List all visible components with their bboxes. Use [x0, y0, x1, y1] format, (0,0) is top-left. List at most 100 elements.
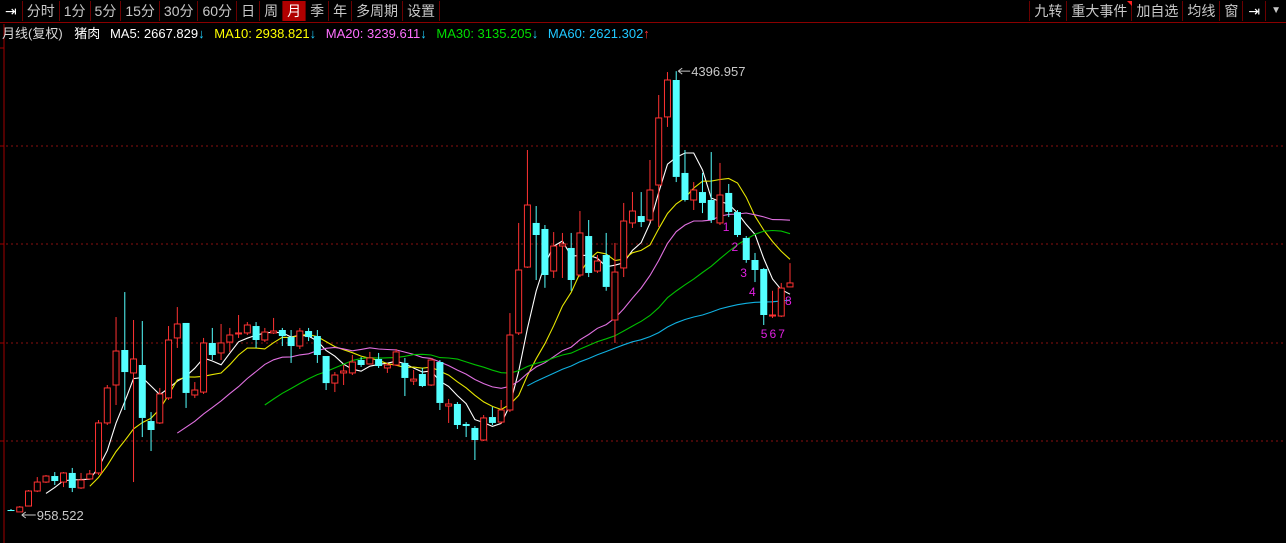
- tab-fenshi[interactable]: 分时: [23, 1, 60, 21]
- candle: [200, 337, 208, 394]
- candle: [287, 330, 295, 363]
- max-price-marker: 4396.957: [677, 64, 745, 79]
- candle-body: [375, 358, 383, 367]
- candle: [33, 477, 41, 493]
- candle-body: [278, 330, 286, 337]
- candle-body: [322, 356, 330, 384]
- collapse-arrow-icon[interactable]: ⇥: [1243, 1, 1267, 21]
- candle: [550, 232, 558, 278]
- candle-body: [261, 331, 269, 341]
- tab-day[interactable]: 日: [237, 1, 261, 21]
- candle-body: [506, 334, 514, 411]
- min-price-marker: 958.522: [21, 508, 84, 523]
- sequence-label: 8: [785, 294, 792, 308]
- candle-body: [558, 243, 566, 247]
- candle-body: [401, 362, 409, 378]
- candle: [567, 232, 575, 291]
- candle-body: [235, 332, 243, 335]
- candle-body: [366, 357, 374, 365]
- moving-average-button[interactable]: 均线: [1183, 1, 1221, 21]
- tab-60min[interactable]: 60分: [198, 1, 238, 21]
- ma20-line: [176, 212, 791, 434]
- candle-body: [471, 427, 479, 440]
- tab-season[interactable]: 季: [306, 1, 330, 21]
- candle-body: [523, 204, 531, 268]
- candle-body: [672, 80, 680, 177]
- candle: [130, 320, 138, 483]
- sequence-label: 2: [731, 240, 738, 254]
- candle-body: [725, 192, 733, 213]
- candle-body: [287, 337, 295, 347]
- tab-year[interactable]: 年: [329, 1, 353, 21]
- candle-body: [515, 269, 523, 334]
- tab-30min[interactable]: 30分: [160, 1, 199, 21]
- candle: [593, 255, 601, 273]
- candle-body: [585, 236, 593, 273]
- candle: [602, 232, 610, 291]
- candle-body: [620, 220, 628, 269]
- candle: [173, 307, 181, 348]
- jiuzhuan-button[interactable]: 九转: [1030, 1, 1068, 21]
- tab-multi-period[interactable]: 多周期: [352, 1, 404, 21]
- candle: [375, 352, 383, 368]
- candle-body: [550, 245, 558, 272]
- tab-week[interactable]: 周: [260, 1, 284, 21]
- major-events-button[interactable]: 重大事件: [1067, 1, 1133, 21]
- settings-button[interactable]: 设置: [403, 1, 441, 21]
- candle-body: [77, 479, 85, 489]
- candle: [462, 422, 470, 438]
- add-watchlist-button[interactable]: 加自选: [1132, 1, 1184, 21]
- candle-body: [567, 247, 575, 280]
- candle-body: [698, 192, 706, 203]
- tab-1min[interactable]: 1分: [60, 1, 91, 21]
- candle: [95, 420, 103, 475]
- candle: [733, 210, 741, 238]
- candle: [655, 95, 663, 228]
- ma10-value: MA10: 2938.821: [214, 26, 310, 41]
- candle-body: [427, 359, 435, 386]
- chevron-down-icon[interactable]: ▼: [1271, 5, 1281, 16]
- candle-body: [51, 476, 59, 482]
- candle-body: [331, 374, 339, 384]
- candle: [681, 150, 689, 202]
- candle: [147, 412, 155, 452]
- candle-body: [68, 472, 76, 488]
- candle: [235, 315, 243, 338]
- candle: [77, 472, 85, 489]
- window-button[interactable]: 窗: [1220, 1, 1244, 21]
- candle-body: [42, 475, 50, 483]
- candle: [471, 426, 479, 460]
- candle: [620, 202, 628, 278]
- candle: [366, 351, 374, 365]
- candle-body: [25, 490, 33, 507]
- candle-body: [270, 330, 278, 334]
- candle-body: [637, 216, 645, 223]
- candle-body: [436, 362, 444, 403]
- candle-body: [313, 336, 321, 355]
- tab-month[interactable]: 月: [283, 1, 307, 21]
- candle: [322, 356, 330, 390]
- candle: [768, 290, 776, 318]
- candle-body: [733, 212, 741, 235]
- candle-body: [33, 481, 41, 492]
- tab-15min[interactable]: 15分: [121, 1, 160, 21]
- candle-body: [340, 370, 348, 374]
- candle-body: [777, 287, 785, 317]
- ma5-trend-icon: ↓: [198, 26, 205, 41]
- candle-body: [138, 365, 146, 418]
- sequence-label: 7: [778, 327, 785, 341]
- candle: [506, 313, 514, 413]
- candle: [340, 365, 348, 385]
- sequence-label: 1: [723, 220, 730, 234]
- candle-body: [488, 417, 496, 423]
- candle-body: [173, 323, 181, 339]
- collapse-arrow-icon[interactable]: ⇥: [0, 1, 23, 21]
- candle: [497, 400, 505, 424]
- candle-body: [462, 423, 470, 427]
- indicator-info-bar: 月线(复权) 猪肉 MA5: 2667.829↓ MA10: 2938.821↓…: [2, 25, 656, 43]
- min-price-label: 958.522: [37, 508, 84, 523]
- candle: [418, 367, 426, 388]
- tab-5min[interactable]: 5分: [91, 1, 122, 21]
